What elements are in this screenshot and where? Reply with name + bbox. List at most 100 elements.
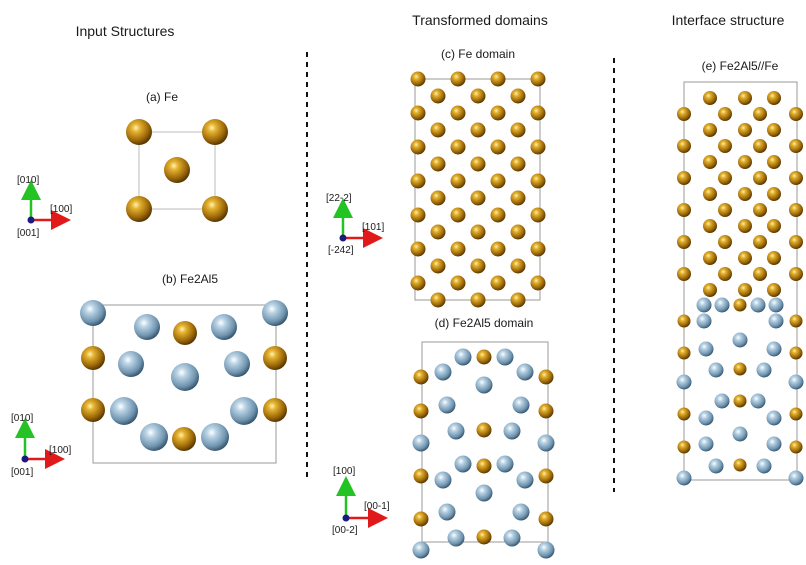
al-atom-icon bbox=[224, 351, 250, 377]
fe-atom-icon bbox=[510, 190, 526, 206]
fe-atom-icon bbox=[450, 139, 466, 155]
al-atom-icon bbox=[766, 410, 782, 426]
fe-atom-icon bbox=[753, 139, 767, 153]
fe-atom-icon bbox=[430, 258, 446, 274]
axis-origin-icon bbox=[21, 455, 29, 463]
fe-atom-icon bbox=[677, 440, 691, 454]
atoms-panel-d bbox=[412, 348, 555, 559]
fe-atom-icon bbox=[470, 156, 486, 172]
al-atom-icon bbox=[768, 313, 784, 329]
heading-transformed-domains: Transformed domains bbox=[412, 12, 548, 28]
al-atom-icon bbox=[140, 423, 168, 451]
fe-atom-icon bbox=[490, 275, 506, 291]
fe-atom-icon bbox=[718, 235, 732, 249]
fe-atom-icon bbox=[202, 196, 228, 222]
al-atom-icon bbox=[454, 348, 472, 366]
fe-atom-icon bbox=[703, 187, 717, 201]
fe-atom-icon bbox=[490, 139, 506, 155]
fe-atom-icon bbox=[677, 107, 691, 121]
al-atom-icon bbox=[447, 529, 465, 547]
al-atom-icon bbox=[230, 397, 258, 425]
fe-atom-icon bbox=[789, 346, 803, 360]
fe-atom-icon bbox=[733, 362, 747, 376]
al-atom-icon bbox=[788, 470, 804, 486]
al-atom-icon bbox=[475, 376, 493, 394]
atoms-panel-b bbox=[80, 300, 288, 451]
al-atom-icon bbox=[438, 396, 456, 414]
fe-atom-icon bbox=[510, 122, 526, 138]
al-atom-icon bbox=[676, 374, 692, 390]
fe-atom-icon bbox=[753, 267, 767, 281]
fe-atom-icon bbox=[738, 251, 752, 265]
fe-atom-icon bbox=[263, 398, 287, 422]
al-atom-icon bbox=[80, 300, 106, 326]
fe-atom-icon bbox=[718, 107, 732, 121]
axis-triad-cd-bottom: [100] [00-1] [00-2] bbox=[332, 466, 390, 536]
axis-origin-icon bbox=[27, 216, 35, 224]
al-atom-icon bbox=[262, 300, 288, 326]
axis-up-label: [100] bbox=[333, 466, 355, 477]
al-atom-icon bbox=[134, 314, 160, 340]
al-atom-icon bbox=[696, 313, 712, 329]
fe-atom-icon bbox=[202, 119, 228, 145]
heading-interface-structure: Interface structure bbox=[672, 12, 785, 28]
fe-atom-icon bbox=[410, 173, 426, 189]
fe-atom-icon bbox=[789, 407, 803, 421]
fe-atom-icon bbox=[767, 187, 781, 201]
fe-atom-icon bbox=[718, 171, 732, 185]
al-atom-icon bbox=[496, 348, 514, 366]
fe-atom-icon bbox=[733, 394, 747, 408]
fe-atom-icon bbox=[753, 203, 767, 217]
axis-triad-ab-top: [010] [100] [001] bbox=[17, 175, 72, 239]
fe-atom-icon bbox=[767, 91, 781, 105]
fe-atom-icon bbox=[718, 267, 732, 281]
axis-out-label: [001] bbox=[11, 467, 33, 478]
fe-atom-icon bbox=[677, 139, 691, 153]
al-atom-icon bbox=[696, 297, 712, 313]
fe-atom-icon bbox=[718, 203, 732, 217]
al-atom-icon bbox=[698, 436, 714, 452]
axis-up-label: [22-2] bbox=[326, 193, 352, 204]
fe-atom-icon bbox=[677, 203, 691, 217]
panel-label-e: (e) Fe2Al5//Fe bbox=[702, 59, 779, 73]
axis-up-label: [010] bbox=[17, 175, 39, 186]
fe-atom-icon bbox=[738, 219, 752, 233]
al-atom-icon bbox=[434, 363, 452, 381]
fe-atom-icon bbox=[126, 196, 152, 222]
panel-label-a: (a) Fe bbox=[146, 90, 178, 104]
fe-atom-icon bbox=[450, 173, 466, 189]
fe-atom-icon bbox=[413, 369, 429, 385]
al-atom-icon bbox=[211, 314, 237, 340]
fe-atom-icon bbox=[450, 241, 466, 257]
fe-atom-icon bbox=[718, 139, 732, 153]
fe-atom-icon bbox=[413, 468, 429, 484]
fe-atom-icon bbox=[538, 403, 554, 419]
axis-right-label: [101] bbox=[362, 222, 384, 233]
fe-atom-icon bbox=[410, 71, 426, 87]
al-atom-icon bbox=[171, 363, 199, 391]
al-atom-icon bbox=[516, 471, 534, 489]
fe-atom-icon bbox=[767, 123, 781, 137]
fe-atom-icon bbox=[476, 529, 492, 545]
fe-atom-icon bbox=[410, 241, 426, 257]
fe-atom-icon bbox=[538, 369, 554, 385]
fe-atom-icon bbox=[476, 349, 492, 365]
fe-atom-icon bbox=[470, 292, 486, 308]
fe-atom-icon bbox=[789, 267, 803, 281]
fe-atom-icon bbox=[738, 283, 752, 297]
fe-atom-icon bbox=[490, 241, 506, 257]
fe-atom-icon bbox=[126, 119, 152, 145]
fe-atom-icon bbox=[738, 91, 752, 105]
fe-atom-icon bbox=[476, 422, 492, 438]
axis-right-label: [00-1] bbox=[364, 501, 390, 512]
fe-atom-icon bbox=[733, 298, 747, 312]
fe-atom-icon bbox=[410, 139, 426, 155]
fe-atom-icon bbox=[767, 155, 781, 169]
al-atom-icon bbox=[412, 434, 430, 452]
fe-atom-icon bbox=[410, 207, 426, 223]
al-atom-icon bbox=[118, 351, 144, 377]
al-atom-icon bbox=[788, 374, 804, 390]
al-atom-icon bbox=[475, 484, 493, 502]
